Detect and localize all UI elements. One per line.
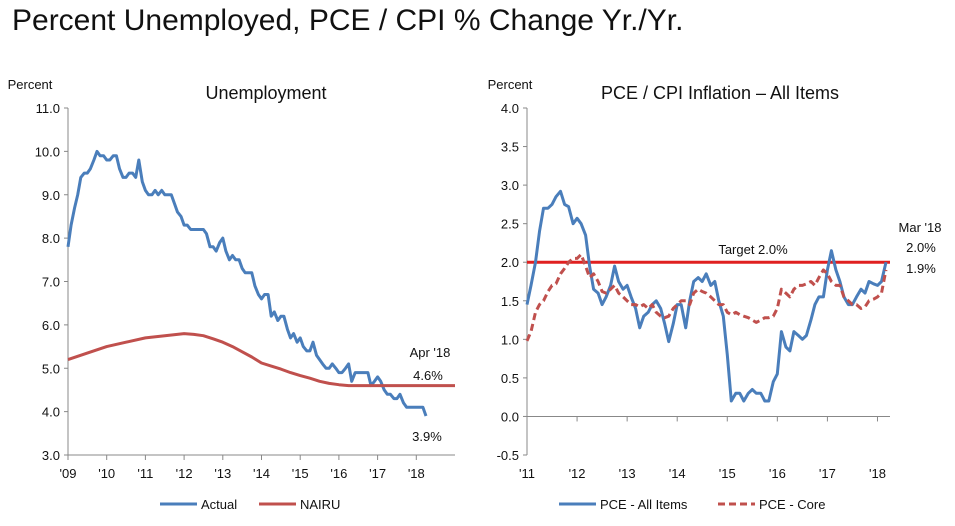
- y-tick-label: 1.5: [501, 294, 519, 309]
- x-tick-label: '15: [292, 466, 309, 481]
- series-line-pce-core: [525, 253, 888, 342]
- x-tick-label: '11: [137, 466, 153, 481]
- x-tick-label: '17: [819, 466, 836, 481]
- series-line-pce-all-items: [525, 189, 888, 403]
- page-title: Percent Unemployed, PCE / CPI % Change Y…: [12, 4, 684, 37]
- y-tick-label: 7.0: [42, 275, 60, 290]
- unemployment-chart: Unemployment Percent 3.0 4.0 5.0 6.0 7.0 8.0 9.0…: [8, 77, 455, 512]
- y-tick-label: 5.0: [42, 361, 60, 376]
- x-tick-label: '13: [619, 466, 636, 481]
- y-tick-label: 6.0: [42, 318, 60, 333]
- y-tick-label: 2.5: [501, 217, 519, 232]
- y-tick-label: 3.0: [501, 178, 519, 193]
- y-tick-label: 0.0: [501, 409, 519, 424]
- annotation-core-value: 1.9%: [906, 261, 936, 276]
- x-tick-label: '16: [769, 466, 786, 481]
- y-tick-label: 1.0: [501, 332, 519, 347]
- annotation-date: Apr '18: [410, 345, 451, 360]
- y-tick-label: -0.5: [497, 448, 519, 463]
- y-tick-label: 4.0: [42, 405, 60, 420]
- y-tick-label: 2.0: [501, 255, 519, 270]
- x-tick-label: '14: [253, 466, 270, 481]
- y-tick-label: 8.0: [42, 231, 60, 246]
- target-label: Target 2.0%: [718, 242, 788, 257]
- x-tick-label: '18: [408, 466, 425, 481]
- x-tick-label: '12: [569, 466, 586, 481]
- y-tick-label: 4.0: [501, 101, 519, 116]
- y-axis-label: Percent: [8, 77, 53, 92]
- y-tick-label: 11.0: [36, 101, 60, 116]
- x-tick-label: '10: [98, 466, 115, 481]
- x-tick-label: '12: [176, 466, 193, 481]
- x-tick-label: '18: [869, 466, 886, 481]
- chart-title: PCE / CPI Inflation – All Items: [601, 83, 839, 103]
- legend-label: PCE - Core: [759, 497, 825, 512]
- x-tick-label: '13: [214, 466, 231, 481]
- inflation-chart: PCE / CPI Inflation – All Items Percent -0…: [488, 77, 942, 512]
- chart-title: Unemployment: [205, 83, 326, 103]
- annotation-nairu-value: 4.6%: [413, 368, 443, 383]
- x-tick-label: '11: [519, 466, 535, 481]
- series-line-nairu: [67, 332, 455, 388]
- y-tick-label: 9.0: [42, 188, 60, 203]
- legend-label: NAIRU: [300, 497, 340, 512]
- legend-label: Actual: [201, 497, 237, 512]
- annotation-date: Mar '18: [899, 220, 942, 235]
- annotation-all-items-value: 2.0%: [906, 240, 936, 255]
- x-tick-label: '14: [669, 466, 686, 481]
- y-tick-label: 0.5: [501, 371, 519, 386]
- y-tick-label: 10.0: [35, 144, 60, 159]
- annotation-actual-value: 3.9%: [412, 429, 442, 444]
- x-tick-label: '17: [369, 466, 386, 481]
- y-axis-label: Percent: [488, 77, 533, 92]
- legend-label: PCE - All Items: [600, 497, 688, 512]
- series-line-actual: [66, 149, 428, 417]
- x-tick-label: '15: [719, 466, 736, 481]
- y-tick-label: 3.0: [42, 448, 60, 463]
- x-tick-label: '09: [60, 466, 77, 481]
- x-tick-label: '16: [330, 466, 347, 481]
- y-tick-label: 3.5: [501, 140, 519, 155]
